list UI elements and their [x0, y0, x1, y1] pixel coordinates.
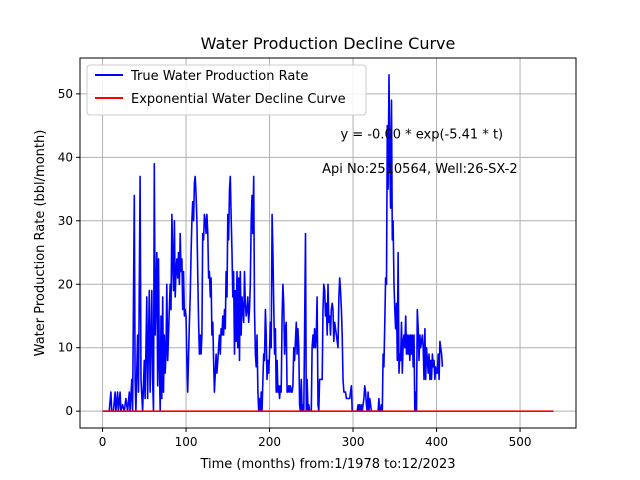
- legend-label-true-rate: True Water Production Rate: [130, 69, 308, 84]
- x-tick-label: 0: [99, 435, 107, 449]
- x-axis: 0 100 200 300 400 500: [99, 428, 532, 449]
- x-tick-label: 100: [175, 435, 198, 449]
- legend: True Water Production Rate Exponential W…: [86, 64, 367, 116]
- x-tick-label: 500: [509, 435, 532, 449]
- y-tick-label: 30: [58, 214, 73, 228]
- plot-frame: [79, 57, 577, 429]
- y-tick-label: 50: [58, 87, 73, 101]
- x-tick-label: 400: [425, 435, 448, 449]
- legend-label-decline-curve: Exponential Water Decline Curve: [131, 92, 346, 107]
- x-axis-label: Time (months) from:1/1978 to:12/2023: [199, 457, 455, 472]
- well-annotation: Api No:2510564, Well:26-SX-2: [322, 162, 518, 177]
- y-axis-label: Water Production Rate (bbl/month): [33, 130, 48, 357]
- equation-annotation: y = -0.00 * exp(-5.41 * t): [341, 127, 504, 142]
- annotations: y = -0.00 * exp(-5.41 * t) Api No:251056…: [322, 127, 518, 177]
- x-tick-label: 300: [342, 435, 365, 449]
- y-tick-label: 40: [58, 150, 73, 164]
- series-layer: [102, 74, 554, 413]
- y-tick-label: 0: [65, 404, 73, 418]
- y-axis: 0 10 20 30 40 50: [58, 87, 80, 418]
- y-tick-label: 20: [58, 277, 73, 291]
- chart-title: Water Production Decline Curve: [201, 34, 456, 53]
- true-water-production-rate-line: [102, 74, 444, 413]
- plot-area: y = -0.00 * exp(-5.41 * t) Api No:251056…: [79, 57, 577, 429]
- x-tick-label: 200: [258, 435, 281, 449]
- y-tick-label: 10: [58, 341, 73, 355]
- legend-box: [86, 64, 367, 116]
